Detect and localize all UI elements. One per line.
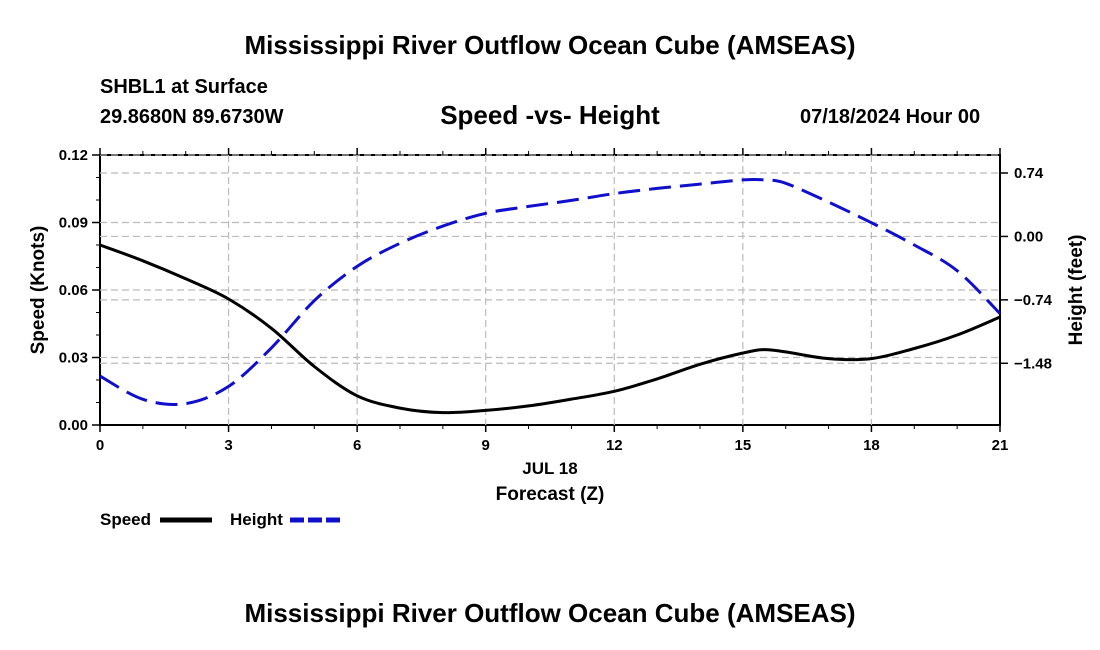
y-left-tick-label: 0.00 (59, 417, 88, 434)
y-right-tick-label: 0.74 (1014, 165, 1044, 182)
height-series-line (99, 177, 1002, 406)
x-date-label: JUL 18 (522, 459, 577, 478)
y-left-tick-label: 0.03 (59, 350, 88, 367)
x-tick-label: 6 (353, 437, 361, 454)
x-tick-label: 12 (606, 437, 623, 454)
speed-height-chart: 0 3 6 9 12 15 18 21 0.00 0.03 0.06 0.09 0.12 −1.48 −0.… (28, 147, 1087, 529)
y-axis-left-label: Speed (Knots) (28, 226, 49, 355)
series-layer (99, 177, 1002, 415)
y-left-tick-label: 0.09 (59, 215, 88, 232)
y-left-tick-label: 0.06 (59, 282, 88, 299)
grid-layer (100, 154, 1000, 425)
x-tick-label: 21 (992, 437, 1009, 454)
x-tick-label: 15 (735, 437, 752, 454)
legend: Speed Height (100, 510, 342, 529)
x-tick-label: 3 (224, 437, 232, 454)
x-tick-label: 0 (96, 437, 104, 454)
y-left-tick-label: 0.12 (59, 147, 88, 164)
chart-subtitle: Speed -vs- Height (440, 100, 660, 130)
ticks-layer: 0 3 6 9 12 15 18 21 0.00 0.03 0.06 0.09 0.12 −1.48 −0.… (59, 147, 1053, 454)
x-tick-label: 18 (863, 437, 880, 454)
footer-title: Mississippi River Outflow Ocean Cube (AM… (244, 598, 856, 628)
y-right-tick-label: 0.00 (1014, 228, 1043, 245)
main-title: Mississippi River Outflow Ocean Cube (AM… (244, 30, 856, 60)
x-axis-label: Forecast (Z) (496, 484, 605, 505)
speed-series-line (99, 243, 1001, 415)
coordinates-label: 29.8680N 89.6730W (100, 106, 284, 128)
legend-height-label: Height (230, 510, 283, 529)
forecast-datetime: 07/18/2024 Hour 00 (800, 106, 981, 128)
y-right-tick-label: −0.74 (1014, 292, 1053, 309)
y-right-tick-label: −1.48 (1014, 355, 1052, 372)
x-tick-label: 9 (482, 437, 490, 454)
legend-speed-label: Speed (100, 510, 151, 529)
y-axis-right-label: Height (feet) (1066, 235, 1087, 346)
station-label: SHBL1 at Surface (100, 76, 268, 98)
